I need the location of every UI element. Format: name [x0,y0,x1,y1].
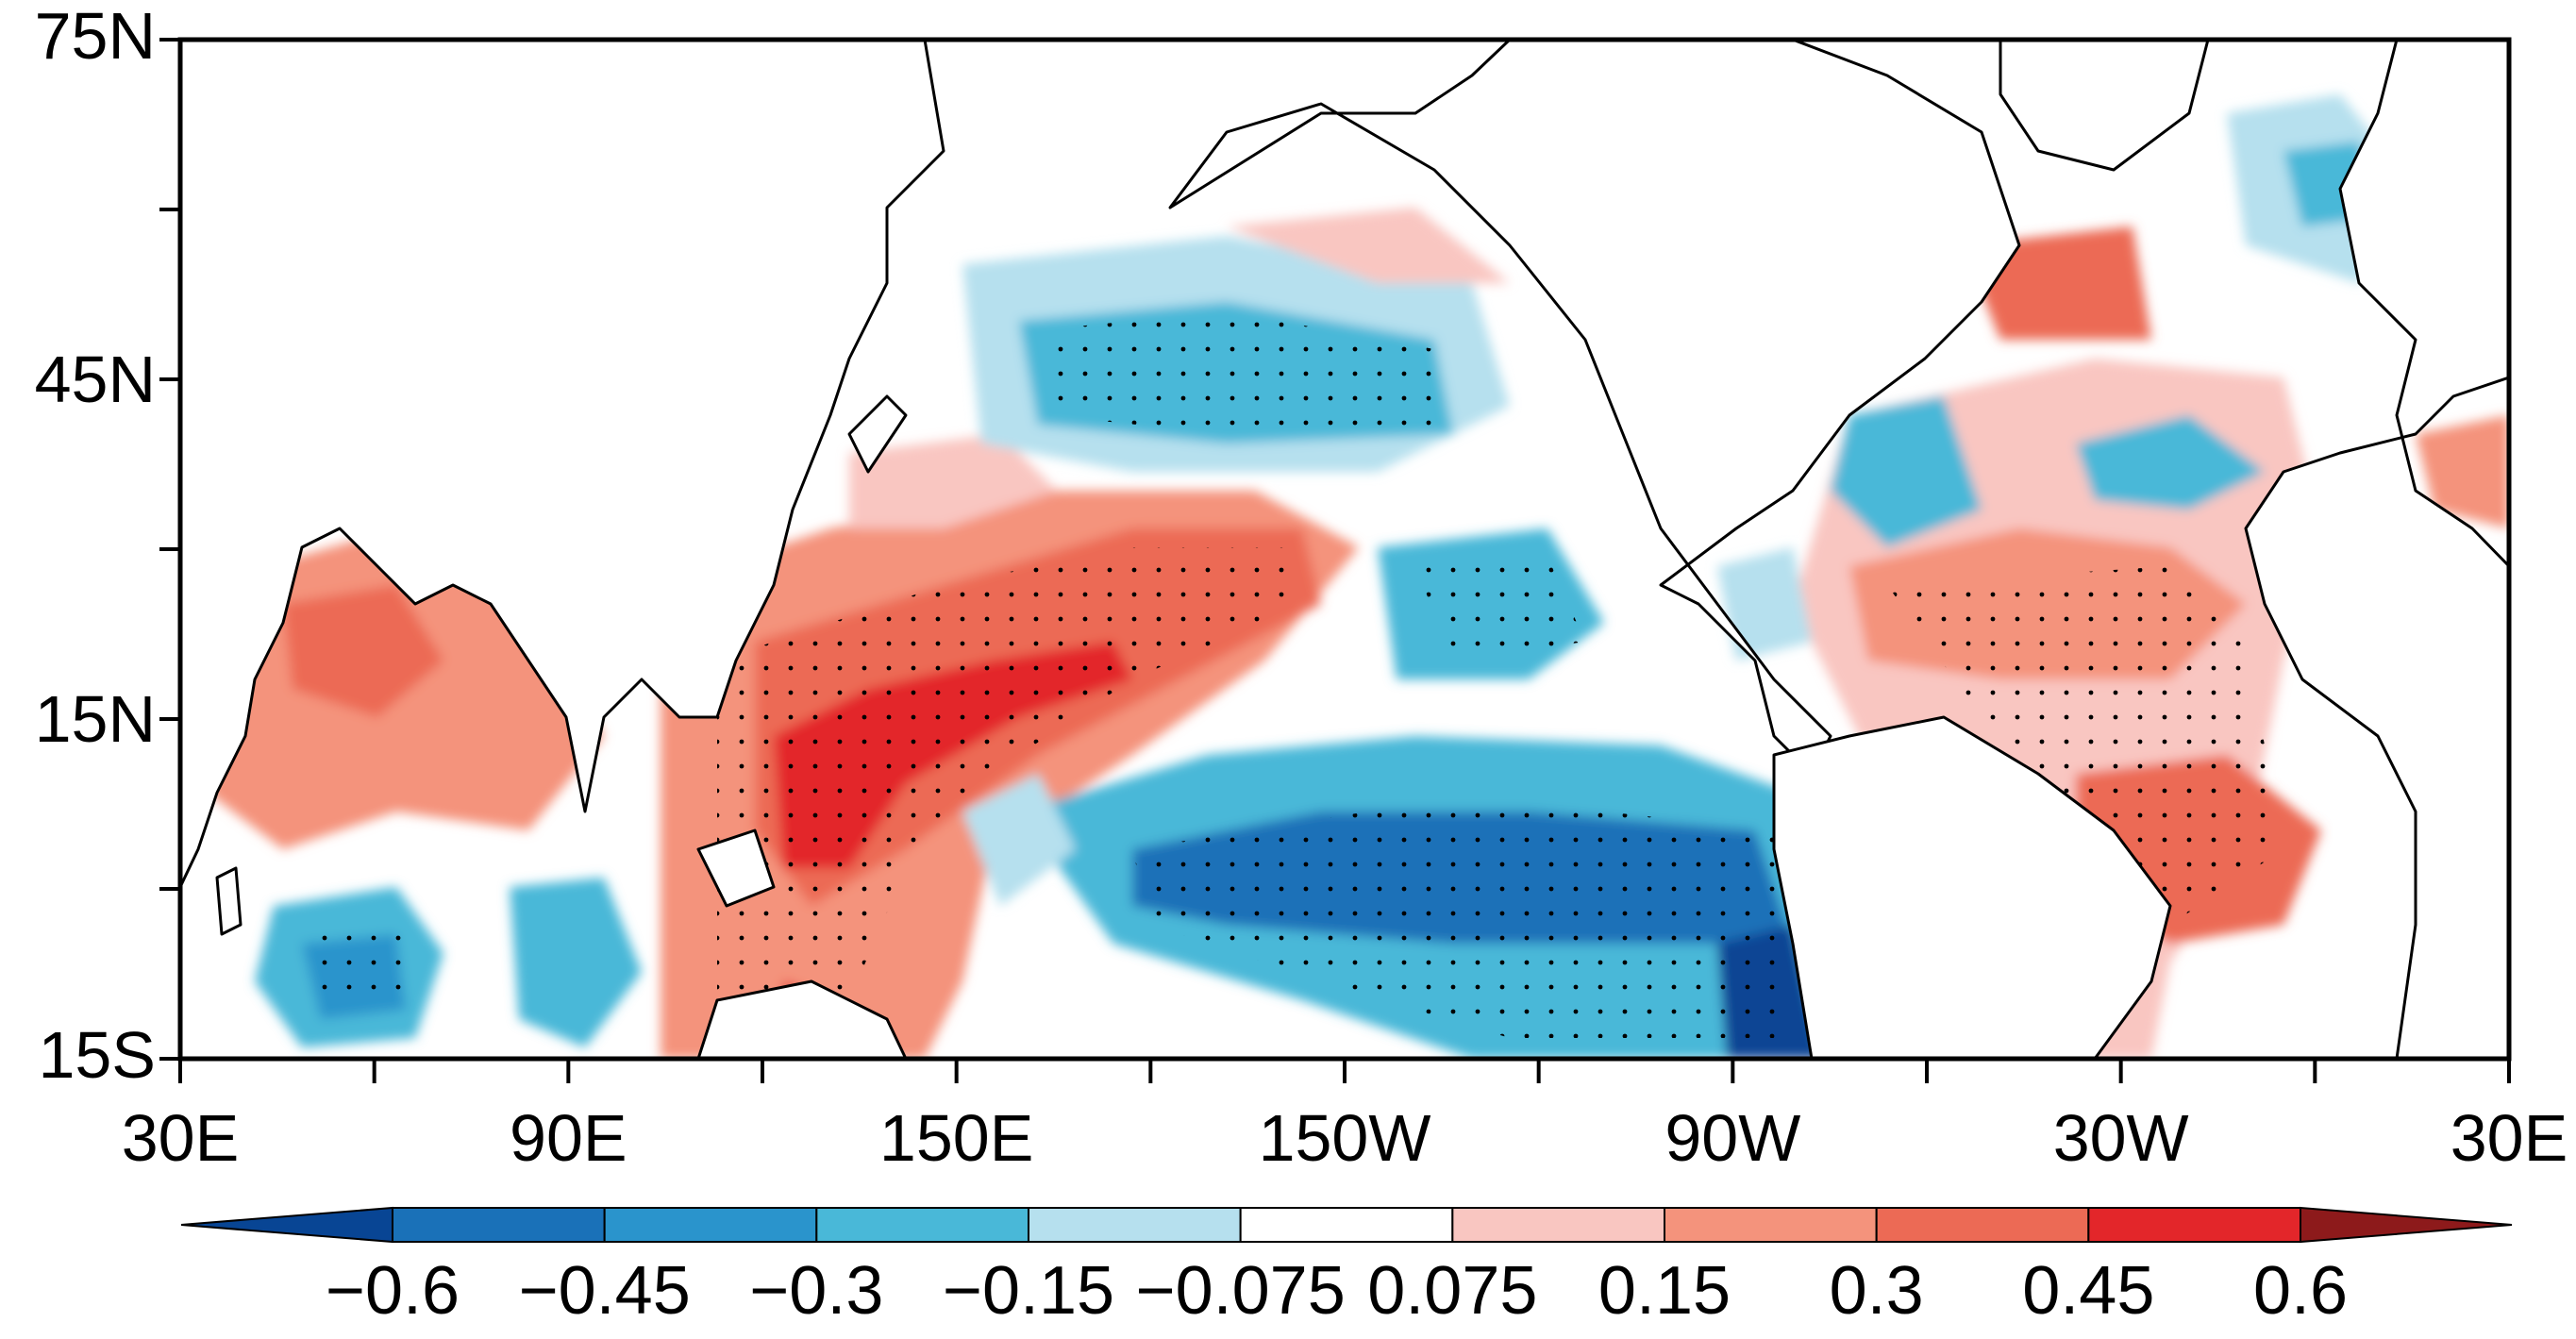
colorbar-extend-high [2300,1206,2513,1244]
colorbar-label-2: −0.3 [749,1253,883,1329]
colorbar-bin-3 [1028,1207,1242,1243]
equatorial-transition [962,774,1076,906]
y-tick-label-3: 15S [38,1018,156,1092]
x-axis-ticks [178,1059,2511,1083]
colorbar-bin-4 [1239,1207,1454,1243]
colorbar-bin-6 [1664,1207,1878,1243]
north-america-land [1168,40,2021,776]
significance-stippling [321,311,2283,1038]
x-tick-label-1: 90E [510,1101,627,1175]
colorbar-label-9: 0.6 [2253,1253,2348,1329]
y-axis-ticks [159,38,180,1061]
colorbar-label-8: 0.45 [2022,1253,2154,1329]
mediterranean-positive [2416,415,2509,528]
colorbar-extend-low [180,1206,393,1244]
south-america-land [1772,715,2172,1059]
y-tick-label-1: 45N [35,343,156,416]
colorbar-bin-0 [392,1207,606,1243]
colorbar-label-4: −0.075 [1136,1253,1346,1329]
x-tick-label-0: 30E [122,1101,240,1175]
colorbar-bin-8 [2087,1207,2301,1243]
stipple-indian-ocean [321,934,415,1000]
colorbar-label-5: 0.075 [1367,1253,1537,1329]
gulf-stream-negative [1831,396,1982,547]
japan-land [847,394,908,474]
greenland-land [1999,40,2210,172]
y-axis-labels: 75N 45N 15N 15S [35,0,156,1092]
australia-land [696,979,908,1059]
colorbar-label-0: −0.6 [326,1253,460,1329]
colorbar-bin-2 [815,1207,1029,1243]
maritime-continent-land [696,829,776,908]
midlatitude-atlantic-negative [2076,415,2265,510]
colorbar-bin-7 [1875,1207,2090,1243]
coastlines [180,40,2509,1059]
africa-europe-land [2244,40,2509,1059]
colorbar-label-1: −0.45 [519,1253,691,1329]
stipple-north-pacific [1038,311,1444,434]
madagascar-land [215,866,243,936]
x-axis-labels: 30E 90E 150E 150W 90W 30W 30E [122,1101,2568,1175]
x-tick-label-2: 150E [879,1101,1033,1175]
caribbean-negative [1717,547,1812,661]
eurasia-land [180,40,945,889]
x-tick-label-4: 90W [1664,1101,1800,1175]
gulf-of-alaska-positive [1227,208,1510,283]
y-tick-label-0: 75N [35,0,156,73]
stipple-east-pacific [1132,812,1793,1038]
x-tick-label-6: 30E [2451,1101,2568,1175]
colorbar [180,1206,2513,1244]
y-tick-label-2: 15N [35,682,156,756]
stipple-atlantic [1887,566,2283,925]
colorbar-label-6: 0.15 [1598,1253,1731,1329]
colorbar-bin-1 [603,1207,818,1243]
arabian-sea-positive [283,585,443,717]
x-tick-label-5: 30W [2053,1101,2189,1175]
east-asia-positive [849,434,1057,528]
map-area [180,40,2509,1059]
stipple-northeast-pacific [1415,557,1585,661]
colorbar-bin-5 [1451,1207,1666,1243]
colorbar-label-7: 0.3 [1830,1253,1924,1329]
colorbar-labels: −0.6 −0.45 −0.3 −0.15 −0.075 0.075 0.15 0.3 0.45… [326,1253,2348,1329]
colorbar-label-3: −0.15 [943,1253,1114,1329]
bay-of-bengal-negative [510,878,642,1047]
stipple-west-pacific [717,547,1302,1000]
x-tick-label-3: 150W [1259,1101,1431,1175]
